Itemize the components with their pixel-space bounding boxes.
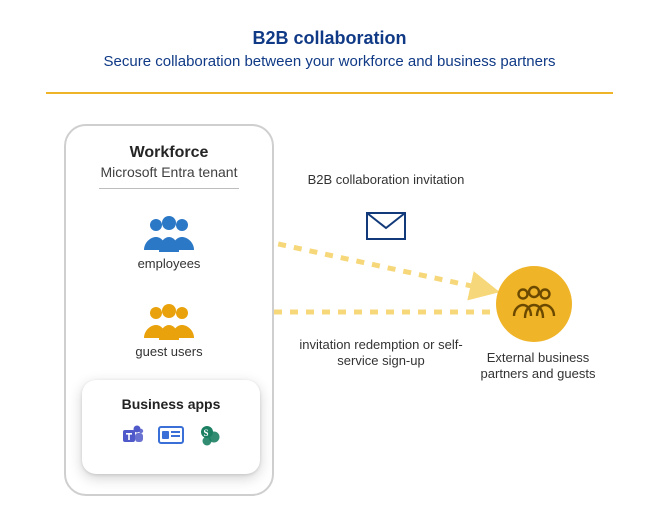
- guest-users-label: guest users: [66, 344, 272, 359]
- external-partners-label: External business partners and guests: [474, 350, 602, 383]
- viva-icon: [158, 425, 184, 450]
- workforce-panel: Workforce Microsoft Entra tenant employe…: [64, 124, 274, 496]
- external-group-icon: [511, 285, 557, 324]
- workforce-title: Workforce: [66, 144, 272, 162]
- business-apps-card: Business apps S: [82, 380, 260, 474]
- teams-icon: [122, 424, 144, 451]
- workforce-divider: [99, 188, 239, 189]
- page-title: B2B collaboration: [0, 28, 659, 49]
- redemption-label: invitation redemption or self-service si…: [286, 337, 476, 370]
- invitation-label: B2B collaboration invitation: [306, 172, 466, 188]
- workforce-subtitle: Microsoft Entra tenant: [66, 164, 272, 180]
- page-subtitle: Secure collaboration between your workfo…: [0, 53, 659, 70]
- guest-users-icon: [142, 304, 196, 345]
- diagram-stage: Workforce Microsoft Entra tenant employe…: [0, 112, 659, 521]
- employees-label: employees: [66, 256, 272, 271]
- svg-text:S: S: [203, 428, 208, 438]
- employees-icon: [142, 216, 196, 257]
- header-divider: [46, 92, 613, 94]
- sharepoint-icon: S: [198, 424, 220, 451]
- external-partners-circle: [496, 266, 572, 342]
- business-apps-title: Business apps: [82, 396, 260, 412]
- envelope-icon: [366, 212, 406, 245]
